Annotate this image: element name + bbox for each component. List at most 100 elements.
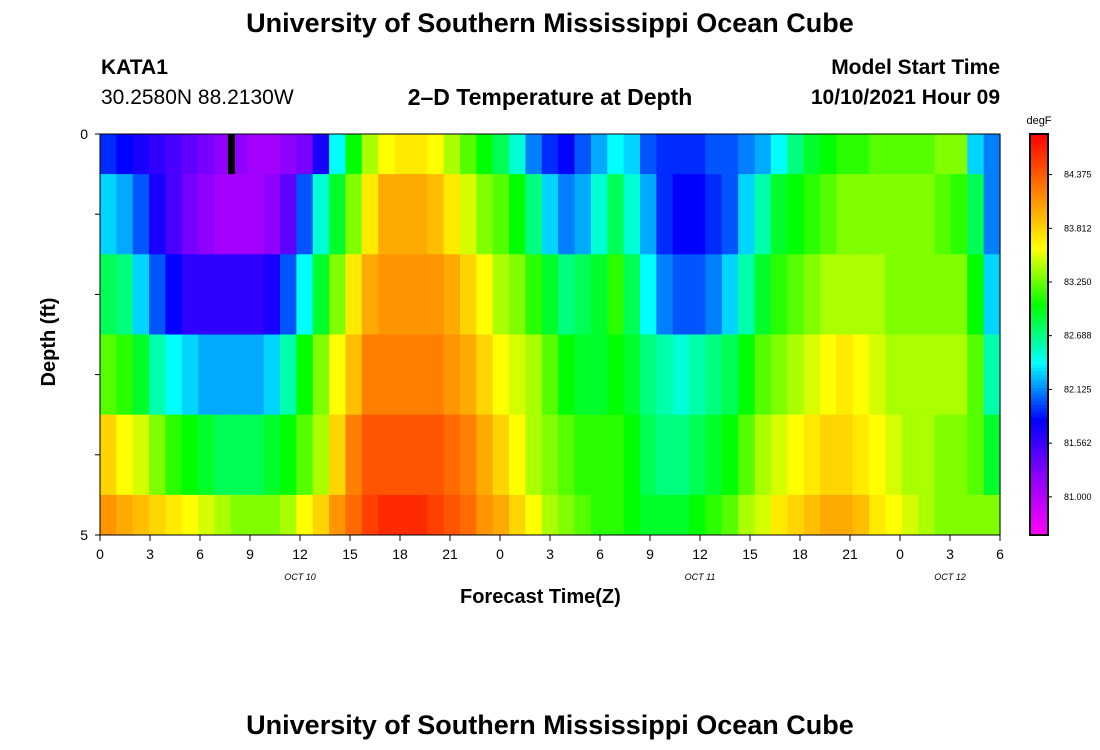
- heatmap-cell: [623, 334, 641, 416]
- heatmap-cell: [983, 254, 1001, 335]
- colorbar-swatch: [1030, 197, 1048, 202]
- colorbar-swatch: [1030, 458, 1048, 462]
- heatmap-cell: [443, 254, 461, 335]
- heatmap-cell: [607, 134, 625, 175]
- colorbar-swatch: [1030, 170, 1048, 175]
- heatmap-cell: [296, 134, 314, 175]
- heatmap-cell: [738, 494, 756, 536]
- heatmap-cell: [967, 334, 985, 416]
- heatmap-cell: [803, 254, 821, 335]
- heatmap-cell: [852, 414, 870, 496]
- colorbar-swatch: [1030, 140, 1048, 145]
- colorbar-swatch: [1030, 504, 1048, 509]
- heatmap-cell: [263, 134, 281, 175]
- x-tick-label: 18: [792, 546, 808, 562]
- heatmap-cell: [345, 494, 363, 536]
- station-coords: 30.2580N 88.2130W: [101, 86, 294, 109]
- x-date-label: OCT 11: [685, 572, 716, 582]
- heatmap-cell: [509, 494, 527, 536]
- heatmap-cell: [263, 254, 281, 335]
- heatmap-cell: [214, 134, 232, 175]
- heatmap-cell: [852, 174, 870, 255]
- colorbar-swatch: [1030, 468, 1048, 473]
- colorbar-swatch: [1030, 250, 1048, 255]
- colorbar-swatch: [1030, 194, 1048, 198]
- colorbar-swatch: [1030, 347, 1048, 352]
- heatmap-cell: [116, 174, 134, 255]
- colorbar-swatch: [1030, 257, 1048, 262]
- y-axis-ticks: 05: [80, 126, 100, 543]
- heatmap-cell: [950, 134, 968, 175]
- page-title: University of Southern Mississippi Ocean…: [246, 8, 854, 38]
- heatmap-cell: [149, 254, 167, 335]
- heatmap-cell: [672, 334, 690, 416]
- colorbar-swatch: [1030, 387, 1048, 392]
- heatmap-cell: [132, 494, 150, 536]
- colorbar-unit: degF: [1026, 115, 1051, 127]
- colorbar-swatch: [1030, 214, 1048, 219]
- heatmap-cell: [312, 254, 330, 335]
- x-tick-label: 6: [596, 546, 604, 562]
- heatmap-cell: [247, 174, 265, 255]
- footer-title: University of Southern Mississippi Ocean…: [246, 710, 854, 740]
- heatmap-cell: [361, 254, 379, 335]
- colorbar-swatch: [1030, 377, 1048, 382]
- heatmap-cell: [787, 254, 805, 335]
- heatmap-cell: [950, 414, 968, 496]
- colorbar-swatch: [1030, 448, 1048, 452]
- heatmap-cell: [754, 174, 772, 255]
- heatmap-cell: [901, 494, 919, 536]
- heatmap-cell: [427, 174, 445, 255]
- heatmap-cell: [738, 334, 756, 416]
- heatmap-cell: [492, 494, 510, 536]
- colorbar-swatch: [1030, 424, 1048, 429]
- heatmap-cell: [787, 494, 805, 536]
- colorbar-swatch: [1030, 244, 1048, 249]
- heatmap-cell: [443, 414, 461, 496]
- heatmap-cell: [149, 414, 167, 496]
- heatmap-cell: [214, 414, 232, 496]
- colorbar-swatch: [1030, 240, 1048, 245]
- y-axis-title: Depth (ft): [38, 297, 60, 387]
- colorbar-swatch: [1030, 150, 1048, 155]
- heatmap-cell: [689, 134, 707, 175]
- colorbar-swatch: [1030, 461, 1048, 466]
- heatmap-cell: [885, 494, 903, 536]
- heatmap-cell: [901, 334, 919, 416]
- heatmap-cell: [640, 334, 657, 416]
- heatmap-cell: [770, 254, 788, 335]
- heatmap-cell: [721, 134, 739, 175]
- colorbar-swatch: [1030, 434, 1048, 439]
- heatmap-cell: [329, 134, 347, 175]
- heatmap-cell: [247, 334, 265, 416]
- heatmap-cell: [721, 254, 739, 335]
- heatmap-cell: [869, 334, 887, 416]
- colorbar-swatch: [1030, 234, 1048, 239]
- heatmap-cell: [950, 494, 968, 536]
- colorbar-swatch: [1030, 137, 1048, 142]
- heatmap-cell: [836, 414, 854, 496]
- heatmap-cell: [198, 414, 216, 496]
- heatmap-cell: [590, 174, 608, 255]
- heatmap-cell: [656, 414, 674, 496]
- heatmap-cell: [280, 134, 297, 175]
- x-tick-label: 0: [896, 546, 904, 562]
- heatmap-cell: [705, 134, 723, 175]
- colorbar-swatch: [1030, 451, 1048, 456]
- heatmap-cell: [378, 174, 396, 255]
- heatmap-cell: [918, 174, 936, 255]
- colorbar-swatch: [1030, 267, 1048, 272]
- colorbar-swatch: [1030, 147, 1048, 152]
- heatmap-cell: [492, 254, 510, 335]
- colorbar-tick-label: 84.375: [1064, 170, 1092, 180]
- heatmap-cell: [263, 494, 281, 536]
- colorbar-swatch: [1030, 501, 1048, 506]
- heatmap-cell: [558, 254, 576, 335]
- heatmap-cell: [149, 334, 167, 416]
- heatmap-cell: [558, 174, 576, 255]
- heatmap-cell: [574, 134, 592, 175]
- heatmap-cell: [410, 134, 428, 175]
- colorbar-swatch: [1030, 404, 1048, 409]
- colorbar-swatch: [1030, 438, 1048, 442]
- heatmap-cell: [558, 134, 576, 175]
